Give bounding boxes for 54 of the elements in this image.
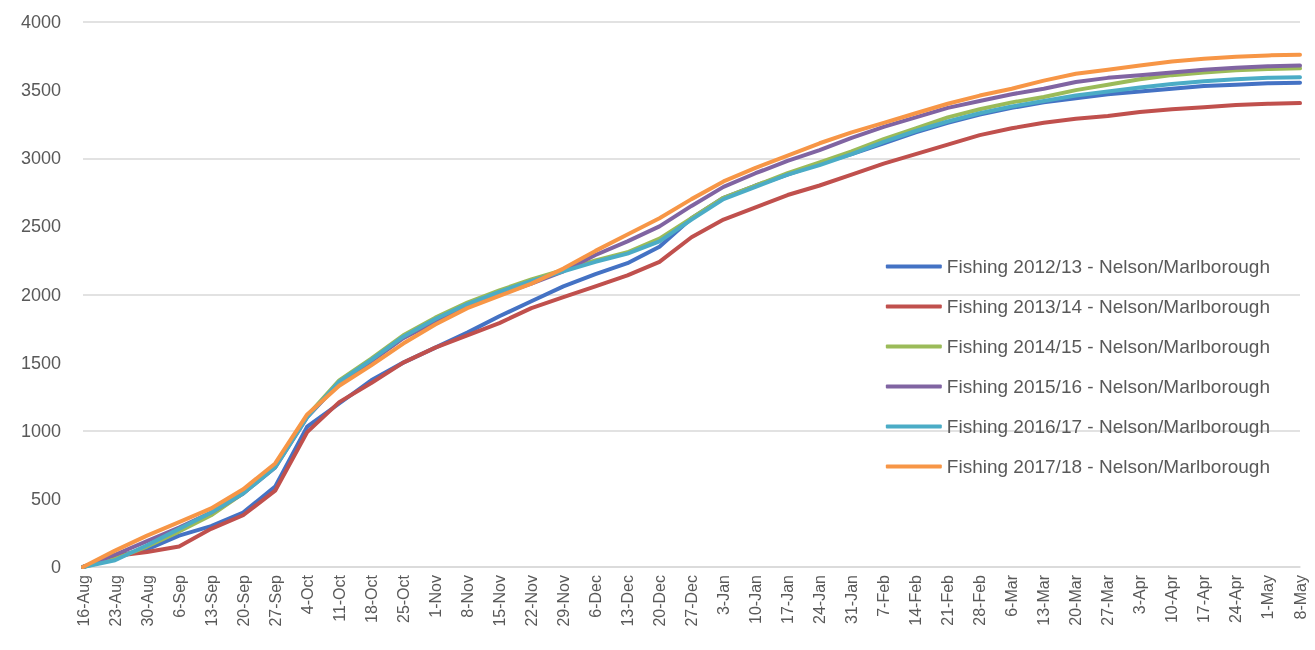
y-tick-label: 4000 <box>20 12 61 32</box>
x-tick-label: 31-Jan <box>843 575 861 624</box>
legend-label: Fishing 2013/14 - Nelson/Marlborough <box>946 296 1270 317</box>
x-tick-label: 13-Mar <box>1035 574 1053 626</box>
x-tick-label: 13-Dec <box>618 575 636 627</box>
x-tick-label: 8-May <box>1291 575 1309 620</box>
x-tick-label: 15-Nov <box>490 575 508 627</box>
x-tick-label: 10-Apr <box>1163 574 1181 624</box>
x-tick-label: 6-Dec <box>586 575 604 618</box>
x-tick-label: 24-Jan <box>811 575 829 624</box>
x-tick-label: 3-Jan <box>715 575 733 616</box>
x-tick-label: 27-Dec <box>683 575 700 627</box>
x-tick-label: 18-Oct <box>362 574 380 624</box>
x-tick-label: 25-Oct <box>394 574 412 624</box>
y-tick-label: 1500 <box>20 352 61 373</box>
x-tick-label: 27-Sep <box>266 574 284 627</box>
x-tick-label: 17-Apr <box>1195 574 1213 624</box>
y-tick-label: 1000 <box>20 420 61 441</box>
legend-label: Fishing 2017/18 - Nelson/Marlborough <box>946 456 1270 477</box>
x-tick-label: 8-Nov <box>458 575 476 618</box>
y-tick-label: 500 <box>30 488 61 509</box>
x-tick-label: 29-Nov <box>554 575 572 627</box>
x-tick-label: 23-Aug <box>106 575 124 627</box>
legend-label: Fishing 2012/13 - Nelson/Marlborough <box>946 256 1270 277</box>
x-tick-label: 17-Jan <box>779 575 797 624</box>
y-tick-label: 2000 <box>20 284 61 305</box>
x-tick-label: 6-Mar <box>1003 574 1021 617</box>
x-tick-label: 10-Jan <box>747 575 765 624</box>
y-tick-label: 3000 <box>20 148 61 169</box>
legend-label: Fishing 2015/16 - Nelson/Marlborough <box>946 376 1270 397</box>
x-tick-label: 24-Apr <box>1227 574 1245 624</box>
x-tick-label: 20-Sep <box>234 574 252 627</box>
y-tick-label: 0 <box>50 557 61 577</box>
legend-label: Fishing 2014/15 - Nelson/Marlborough <box>946 336 1270 357</box>
x-tick-label: 22-Nov <box>522 575 540 627</box>
x-tick-label: 20-Dec <box>650 575 668 627</box>
legend-label: Fishing 2016/17 - Nelson/Marlborough <box>946 416 1270 437</box>
x-tick-label: 1-May <box>1259 575 1277 620</box>
x-tick-label: 7-Feb <box>875 574 893 617</box>
x-tick-label: 14-Feb <box>907 574 925 626</box>
x-tick-label: 4-Oct <box>298 574 316 615</box>
x-tick-label: 20-Mar <box>1067 574 1085 626</box>
x-tick-label: 16-Aug <box>74 575 92 627</box>
x-tick-label: 11-Oct <box>330 574 348 622</box>
y-tick-label: 2500 <box>20 216 61 237</box>
x-tick-label: 21-Feb <box>939 574 957 626</box>
x-tick-label: 27-Mar <box>1099 574 1117 626</box>
y-tick-label: 3500 <box>20 80 61 101</box>
x-tick-label: 3-Apr <box>1131 574 1149 615</box>
x-tick-label: 28-Feb <box>971 574 989 626</box>
x-tick-label: 1-Nov <box>426 575 444 618</box>
x-tick-label: 13-Sep <box>202 574 220 627</box>
x-tick-label: 30-Aug <box>138 575 156 627</box>
x-tick-label: 6-Sep <box>170 574 188 618</box>
